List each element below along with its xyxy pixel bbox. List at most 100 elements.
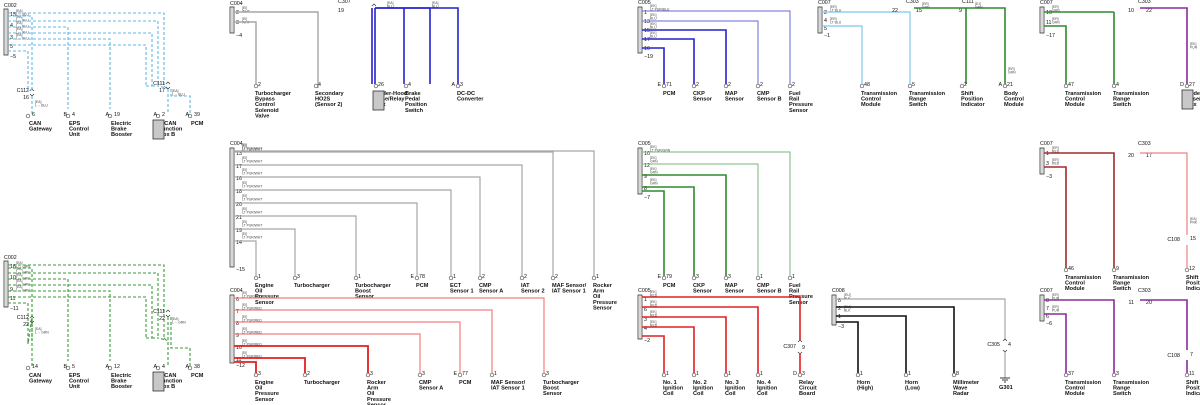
wire-code-color: LT BLU [830, 9, 842, 13]
wire-code: [EK] [650, 22, 656, 26]
load-name: Transmission [1113, 275, 1150, 281]
wire-code: [EK] [650, 145, 656, 149]
connector-pin: 6 [1046, 314, 1049, 320]
load-name: Turbocharger [304, 380, 341, 386]
load-name: Unit [69, 132, 80, 138]
connector-c111-symbol [165, 309, 171, 313]
wire-code: [EI] [242, 220, 247, 224]
load-name: Range [1113, 386, 1130, 392]
wire [642, 47, 665, 84]
terminal-dot [661, 372, 667, 378]
load-pin: 3 [728, 274, 731, 280]
terminal-dot [1184, 267, 1190, 273]
connector-pin: 5 [824, 26, 827, 32]
wire [27, 88, 33, 94]
wire-code-color: RED [650, 314, 658, 318]
connector-c108-pin: 7 [1190, 352, 1193, 358]
wire-code-color: LT PUR/WHT [242, 147, 262, 151]
wire-code: [EJ] [975, 2, 981, 6]
terminal-dot [723, 83, 729, 89]
wire-code: [EK] [650, 4, 656, 8]
wire-code-color: BLU [387, 5, 394, 9]
wire-code: [EA] [16, 27, 22, 31]
connector-c307-pin: 19 [338, 8, 344, 14]
load-name: Booster [111, 384, 133, 390]
connector-c303-pin: 17 [1146, 153, 1152, 159]
wire-code: [EA] [16, 285, 22, 289]
load-name: Shift [1186, 380, 1199, 386]
wire [8, 296, 147, 338]
load-name: Sensor [543, 391, 563, 397]
terminal-dot [107, 113, 113, 119]
load-name: PCM [663, 283, 676, 289]
wire-code-color: L→ BLU [16, 19, 29, 23]
load-name: MAP [725, 91, 738, 97]
wire-code-color: BLU [650, 26, 657, 30]
connector-c007-label: C007 [1040, 288, 1053, 294]
terminal-dot [1002, 83, 1008, 89]
wire-code: [ER] [1008, 67, 1015, 71]
load-name: Control [1065, 281, 1085, 287]
connector-pin: 1 [644, 10, 647, 16]
connector-c303-pin: 20 [1146, 300, 1152, 306]
connector-c108-pin: 15 [1190, 236, 1196, 242]
load-pin: 1 [760, 274, 763, 280]
load-name: Boost [543, 386, 559, 392]
connector-pin: 8 [644, 186, 647, 192]
wire-code: [EI] [242, 181, 247, 185]
load-pin: 8 [956, 371, 959, 377]
connector-pin: 1 [838, 314, 841, 320]
connector-c007-label: C007 [1040, 0, 1053, 6]
connector-pin: 10 [1046, 10, 1052, 16]
load-pin: 78 [419, 274, 425, 280]
connector-c108-name: C108 [1167, 237, 1180, 243]
terminal-dot [1111, 372, 1117, 378]
wire [234, 215, 357, 276]
wire [234, 164, 523, 276]
connector-c303-pin: 10 [1128, 8, 1134, 14]
load-name: Module [1065, 286, 1085, 292]
wire [8, 284, 153, 338]
load-pin: 79 [666, 274, 672, 280]
wire-code: [EA] [35, 100, 41, 104]
load-name: Pressure [255, 391, 279, 397]
load-pin: 2 [792, 82, 795, 88]
load-name: Electric [111, 121, 131, 127]
wire-code: [EA] [16, 9, 22, 13]
terminal-dot [859, 83, 865, 89]
connector-pin: 2 [824, 10, 827, 16]
load-pin: 5 [912, 82, 915, 88]
terminal-dot [457, 372, 463, 378]
terminal-dot [1063, 267, 1069, 273]
load-name: Ignition [663, 386, 684, 392]
load-name: Turbocharger [255, 91, 292, 97]
load-name: Module [861, 102, 881, 108]
connector-c303-name: C303 [1138, 288, 1151, 294]
connector-pin: 10 [644, 151, 650, 157]
load-pin: 48 [864, 82, 870, 88]
wire-code: [ER] [1052, 5, 1059, 9]
load-pin: 2 [162, 112, 165, 118]
terminal-dot [787, 275, 793, 281]
connector-pin: −7 [644, 195, 650, 201]
wire [234, 151, 554, 276]
wire [8, 44, 147, 86]
terminal-dot [477, 275, 483, 281]
load-name: CAN [29, 121, 41, 127]
load-pin: 19 [114, 112, 120, 118]
connector-pin: 16 [236, 176, 242, 182]
load-name: Valve [255, 113, 269, 119]
load-name: Sensor [789, 300, 809, 306]
load-pin-letter: D [1180, 82, 1184, 88]
load-pin: 71 [666, 82, 672, 88]
connector-pin: 21 [236, 215, 242, 221]
wire-code-color: LT PUR/WHT [242, 211, 262, 215]
wire [8, 32, 153, 86]
wire-code-color: L→ BLU [16, 31, 29, 35]
connector-c303-name: C303 [1138, 141, 1151, 147]
load-pin-letter: A [105, 364, 109, 370]
wire [642, 20, 759, 84]
wire-code-color: LT PUR/WHT [242, 172, 262, 176]
connector-c303-name: C303 [1138, 0, 1151, 5]
connector-pin: 8 [1046, 298, 1049, 304]
